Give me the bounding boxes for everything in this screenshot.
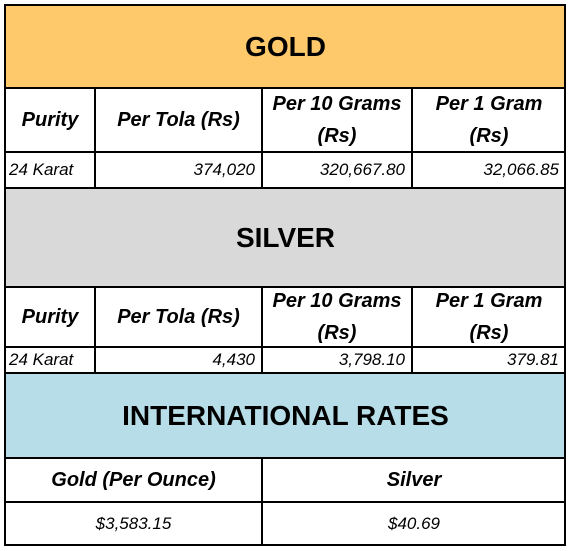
column-header: Purity [5,287,95,347]
value-cell: 3,798.10 [262,347,412,373]
value-cell: 4,430 [95,347,262,373]
section-title: GOLD [5,5,566,88]
section-title: SILVER [5,188,566,287]
column-header: Per 10 Grams (Rs) [262,287,412,347]
column-header: Per Tola (Rs) [95,88,262,152]
value-cell: 379.81 [412,347,566,373]
section-title: INTERNATIONAL RATES [5,373,566,458]
value-cell: 374,020 [95,152,262,188]
value-cell: $40.69 [262,502,566,546]
column-header: Per Tola (Rs) [95,287,262,347]
value-cell: 320,667.80 [262,152,412,188]
value-cell: $3,583.15 [5,502,262,546]
column-header: Silver [262,458,566,502]
column-header: Per 10 Grams (Rs) [262,88,412,152]
value-cell: 32,066.85 [412,152,566,188]
column-header: Per 1 Gram (Rs) [412,88,566,152]
value-cell: 24 Karat [5,347,95,373]
value-cell: 24 Karat [5,152,95,188]
column-header: Per 1 Gram (Rs) [412,287,566,347]
column-header: Gold (Per Ounce) [5,458,262,502]
column-header: Purity [5,88,95,152]
